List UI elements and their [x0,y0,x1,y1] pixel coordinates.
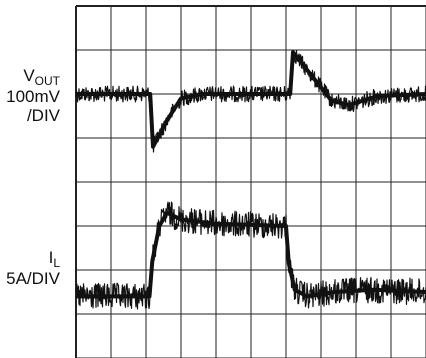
vout-scale-suffix: /DIV [26,106,60,125]
vout-label: VOUT 100mV /DIV [6,66,60,125]
il-label-main: I [48,248,54,267]
vout-label-sub: OUT [34,74,60,88]
il-scale-label: 5A/DIV [6,269,60,288]
il-trace [76,210,426,299]
vout-trace [76,50,426,149]
vout-scale-label: 100mV [6,87,60,106]
traces [75,49,426,310]
il-label: IL 5A/DIV [6,248,60,288]
vout-label-main: V [23,66,35,85]
il-label-sub: L [53,256,60,270]
